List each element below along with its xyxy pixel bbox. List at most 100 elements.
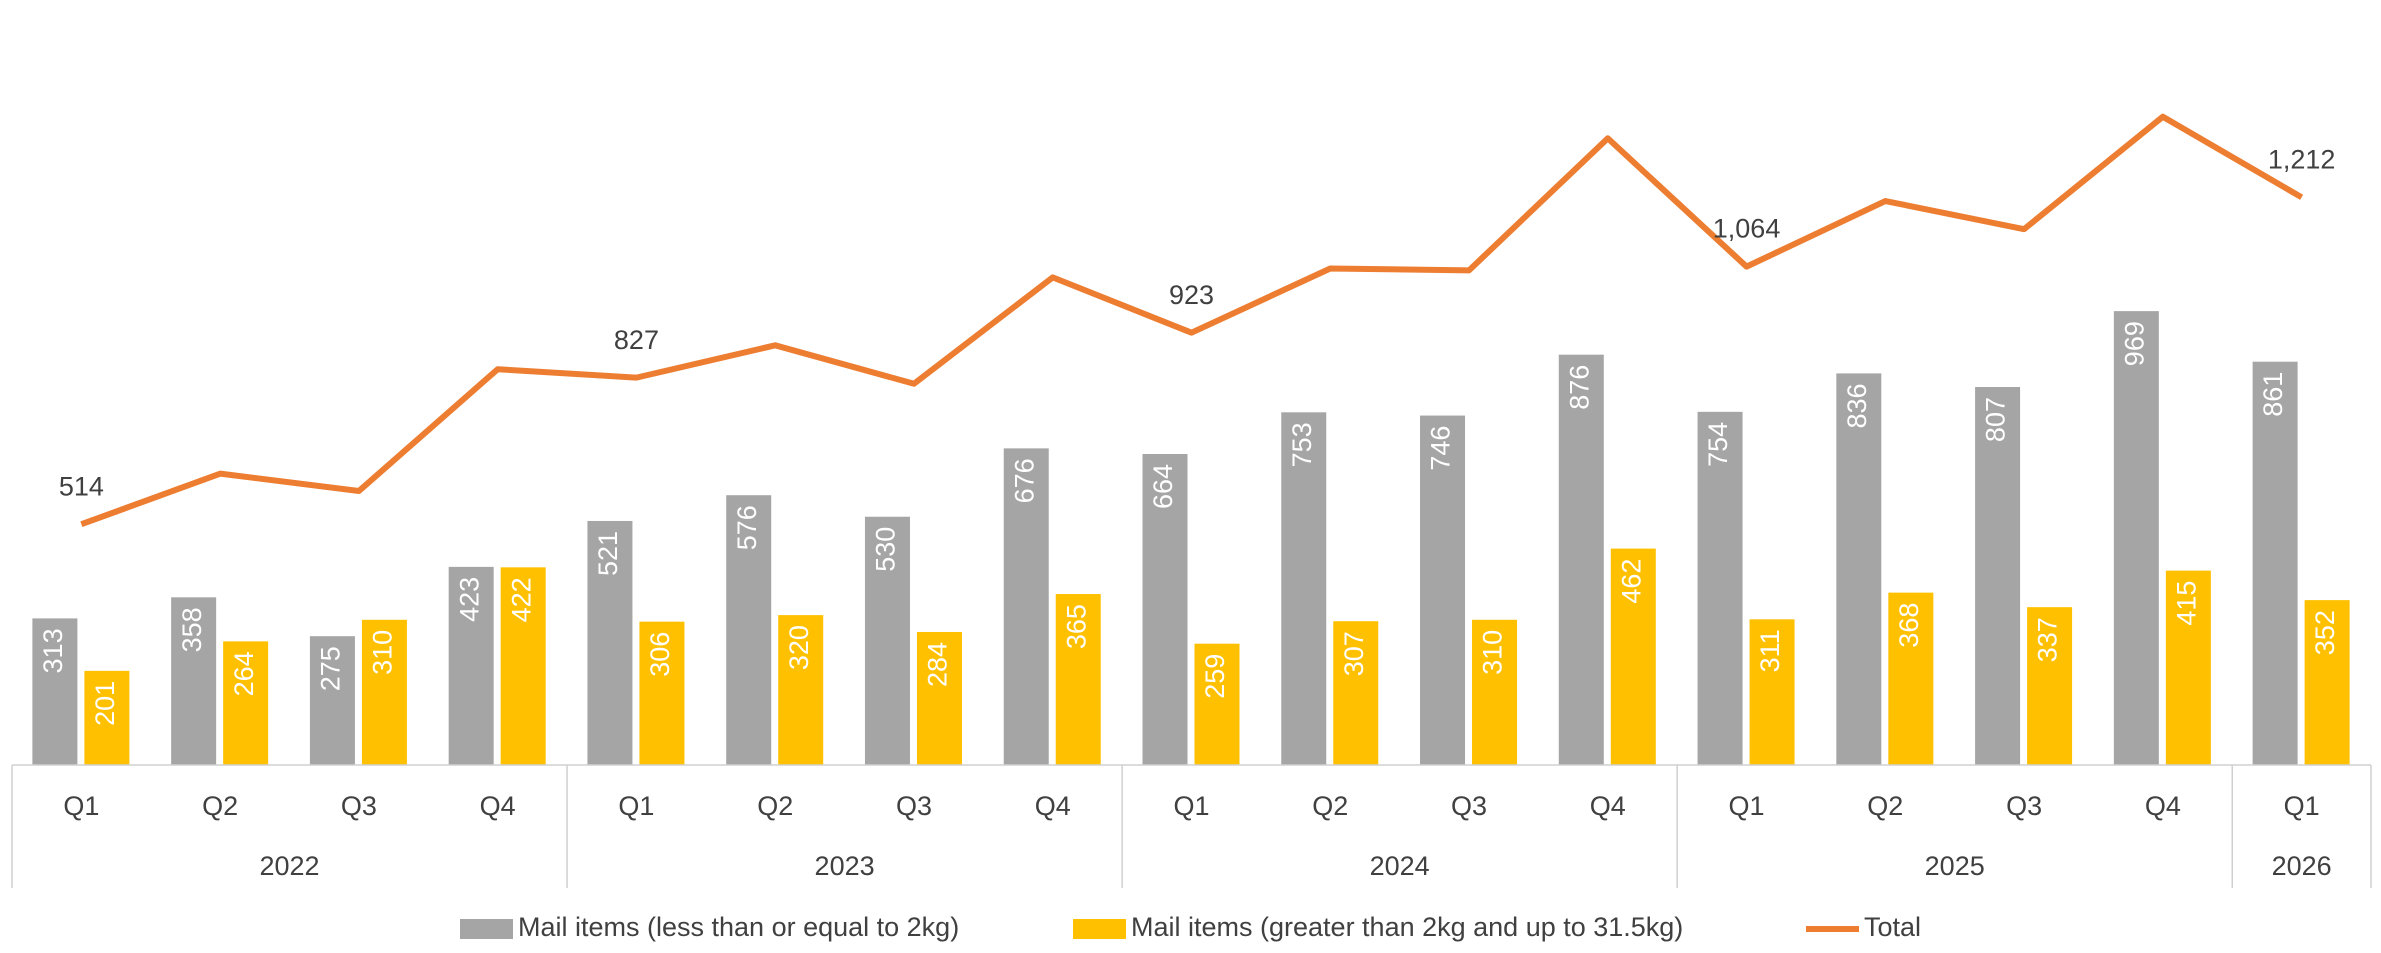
x-tick-label: Q1 (63, 791, 99, 821)
bar (1142, 453, 1188, 765)
bar-label: 320 (784, 625, 814, 670)
x-tick-label: Q1 (618, 791, 654, 821)
group-label: 2022 (259, 851, 319, 881)
legend-swatch (460, 919, 513, 939)
bar-label: 264 (229, 651, 259, 696)
bar (864, 516, 910, 765)
x-tick-label: Q2 (757, 791, 793, 821)
bar (1836, 373, 1882, 765)
bar-label: 306 (645, 632, 675, 677)
bar (639, 621, 685, 765)
bar (448, 566, 494, 765)
bar-label: 307 (1339, 631, 1369, 676)
bar (361, 619, 407, 765)
bar-label: 337 (2033, 617, 2063, 662)
group-label: 2023 (815, 851, 875, 881)
bar-label: 530 (871, 527, 901, 572)
bar (1558, 354, 1604, 765)
bar-label: 311 (1755, 629, 1785, 672)
x-tick-label: Q4 (1035, 791, 1071, 821)
bar-label: 201 (90, 681, 120, 726)
bar-label: 836 (1842, 383, 1872, 428)
x-tick-label: Q4 (480, 791, 516, 821)
bar-label: 807 (1981, 397, 2011, 442)
bar-label: 676 (1009, 458, 1039, 503)
bar (84, 670, 130, 765)
bar (309, 636, 355, 765)
bar-label: 415 (2171, 581, 2201, 626)
bar (1003, 448, 1049, 765)
x-tick-label: Q3 (1451, 791, 1487, 821)
line-label: 1,212 (2268, 144, 2336, 174)
bar-label: 313 (38, 628, 68, 673)
bar-label: 310 (1478, 630, 1508, 675)
bar (500, 567, 546, 765)
bar (32, 618, 78, 765)
bar (2165, 570, 2211, 765)
x-tick-label: Q1 (1729, 791, 1765, 821)
bar (1697, 411, 1743, 765)
bar-label: 423 (454, 577, 484, 622)
bar (1333, 621, 1379, 765)
bar-label: 422 (506, 577, 536, 622)
bar (2027, 607, 2073, 765)
x-tick-label: Q4 (1590, 791, 1626, 821)
bar (1420, 415, 1466, 765)
x-tick-label: Q2 (1867, 791, 1903, 821)
x-tick-label: Q3 (2006, 791, 2042, 821)
bar-label: 462 (1616, 559, 1646, 604)
x-tick-label: Q1 (2284, 791, 2320, 821)
legend-swatch (1073, 919, 1126, 939)
legend-label: Mail items (less than or equal to 2kg) (518, 912, 959, 942)
legend-label: Mail items (greater than 2kg and up to 3… (1131, 912, 1683, 942)
bar-label: 352 (2310, 610, 2340, 655)
bar (1749, 619, 1795, 765)
bar (726, 495, 772, 765)
x-tick-label: Q2 (1312, 791, 1348, 821)
x-tick-label: Q3 (341, 791, 377, 821)
bar (2252, 361, 2298, 765)
line-label: 923 (1169, 280, 1214, 310)
bar (1888, 592, 1934, 765)
group-label: 2024 (1370, 851, 1430, 881)
bar-label: 876 (1564, 365, 1594, 410)
bar (1472, 619, 1518, 765)
bar-label: 664 (1148, 464, 1178, 509)
line (80, 113, 2304, 528)
legend-label: Total (1864, 912, 1921, 942)
bar-label: 861 (2258, 372, 2288, 417)
bar (587, 520, 633, 765)
bar-label: 368 (1894, 603, 1924, 648)
bar-label: 365 (1061, 604, 1091, 649)
bar (778, 615, 824, 765)
bar-label: 746 (1426, 426, 1456, 471)
bar-label: 310 (368, 630, 398, 675)
bar-label: 754 (1703, 422, 1733, 467)
bar (1610, 548, 1656, 765)
bar (916, 631, 962, 765)
line-label: 514 (59, 471, 104, 501)
group-label: 2026 (2272, 851, 2332, 881)
group-label: 2025 (1925, 851, 1985, 881)
bar-label: 358 (177, 607, 207, 652)
bar (2304, 600, 2350, 765)
bar (2113, 311, 2159, 765)
x-tick-label: Q1 (1173, 791, 1209, 821)
bar (223, 641, 269, 765)
bar-label: 259 (1200, 654, 1230, 699)
x-tick-label: Q3 (896, 791, 932, 821)
line-label: 1,064 (1713, 214, 1781, 244)
bar-label: 753 (1287, 422, 1317, 467)
x-tick-label: Q4 (2145, 791, 2181, 821)
line-label: 827 (614, 325, 659, 355)
bar-label: 275 (316, 646, 346, 691)
bar (1194, 643, 1240, 765)
bar-label: 969 (2119, 321, 2149, 366)
bar (1281, 412, 1327, 765)
bar (1975, 387, 2021, 765)
x-tick-label: Q2 (202, 791, 238, 821)
bar (1055, 594, 1101, 765)
bar-label: 576 (732, 505, 762, 550)
bar (171, 597, 217, 765)
